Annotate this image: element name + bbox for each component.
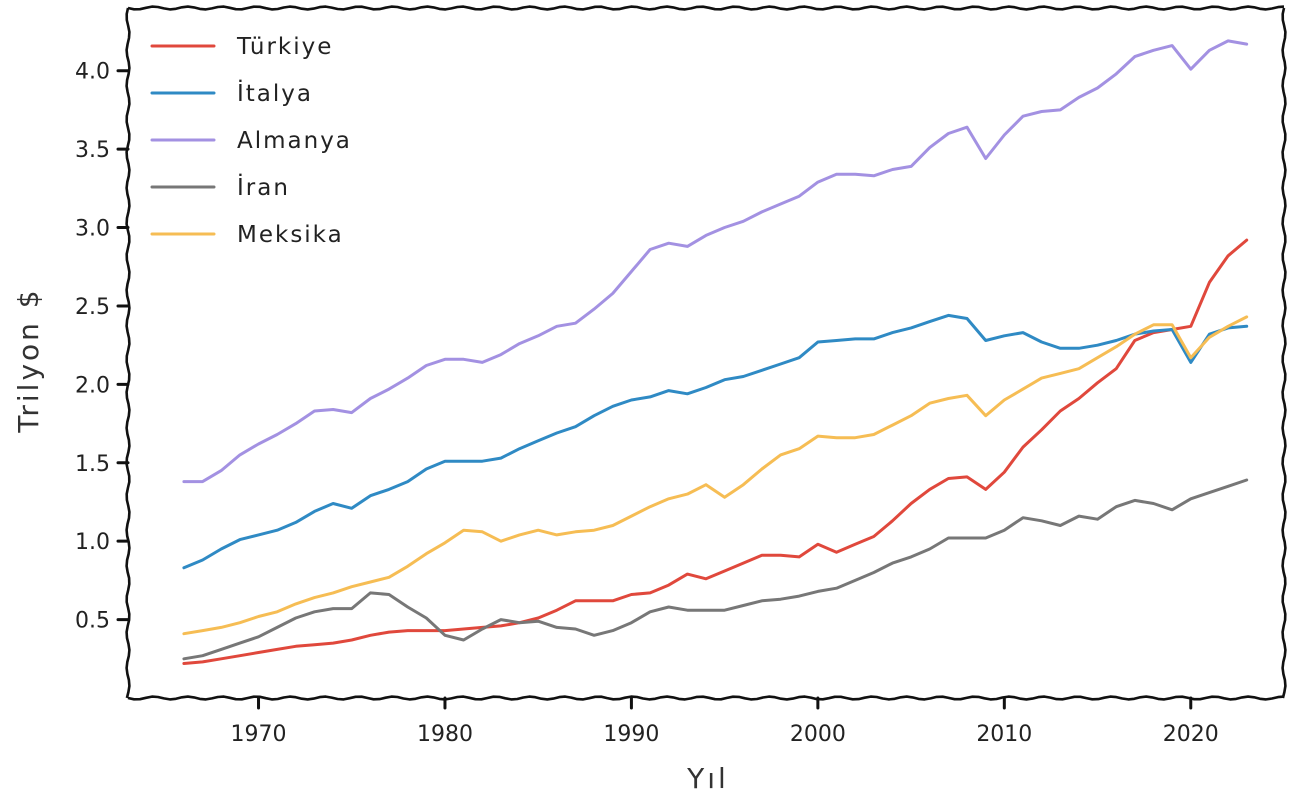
y-tick-label: 3.5 <box>75 138 110 163</box>
y-axis: 0.5 1.0 1.5 2.0 2.5 3.0 3.5 4.0 <box>75 60 130 634</box>
y-axis-title: Trilyon $ <box>12 287 45 433</box>
series-line-5 <box>182 315 1249 636</box>
x-tick-label: 1970 <box>231 722 287 747</box>
x-tick-label: 2020 <box>1163 722 1219 747</box>
series-line-2 <box>182 313 1249 570</box>
frame-bottom <box>127 695 1285 701</box>
series-line-1 <box>182 238 1249 665</box>
y-tick-label: 1.0 <box>75 530 110 555</box>
frame-right <box>1281 7 1287 699</box>
y-tick-label: 1.5 <box>75 452 110 477</box>
legend-label: İtalya <box>237 79 313 107</box>
frame-left <box>125 7 131 699</box>
x-tick-label: 2010 <box>976 722 1032 747</box>
x-tick-label: 2000 <box>790 722 846 747</box>
series-line-3 <box>182 39 1249 484</box>
legend-label: İran <box>237 173 290 201</box>
legend-label: Meksika <box>237 222 344 248</box>
legend: Türkiye İtalya Almanya İran Meksika <box>150 34 352 248</box>
series-lines <box>182 39 1249 665</box>
y-tick-label: 2.0 <box>75 373 110 398</box>
x-axis: 1970 1980 1990 2000 2010 2020 <box>231 696 1219 747</box>
frame-top <box>127 5 1285 11</box>
y-tick-label: 2.5 <box>75 295 110 320</box>
x-tick-label: 1990 <box>603 722 659 747</box>
plot-frame <box>125 5 1287 701</box>
series-line-4 <box>182 478 1249 661</box>
y-tick-label: 0.5 <box>75 609 110 634</box>
y-tick-label: 4.0 <box>75 60 110 85</box>
legend-label: Almanya <box>237 128 352 154</box>
x-axis-title: Yıl <box>686 762 729 795</box>
legend-label: Türkiye <box>236 34 333 60</box>
y-tick-label: 3.0 <box>75 217 110 242</box>
x-tick-label: 1980 <box>417 722 473 747</box>
